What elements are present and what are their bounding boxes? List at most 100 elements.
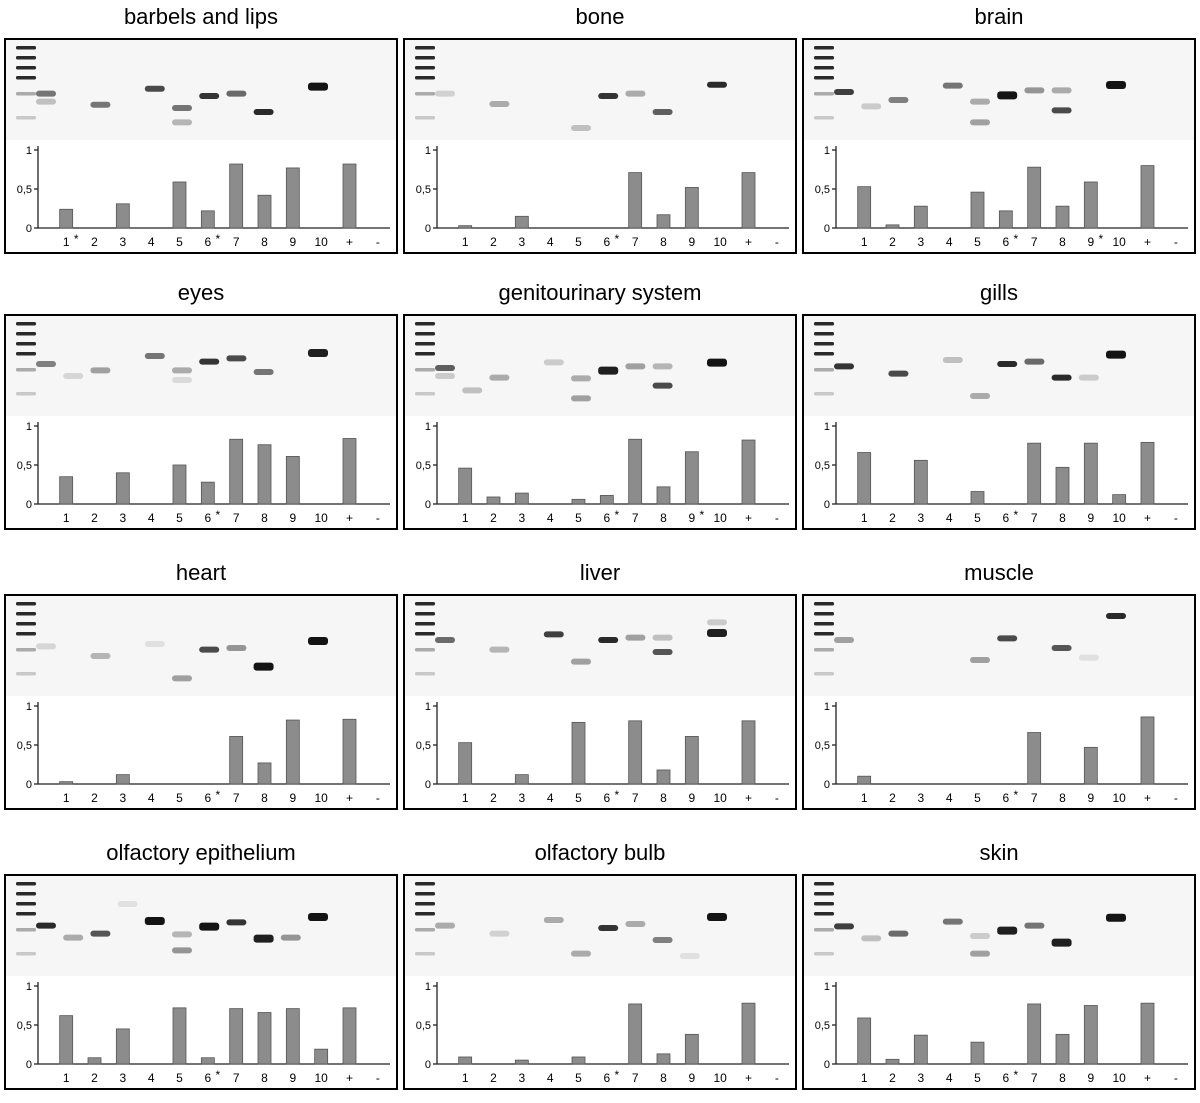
ladder-band bbox=[814, 602, 834, 606]
asterisk-marker: * bbox=[614, 1068, 619, 1082]
gel-band bbox=[1051, 645, 1072, 651]
lane-label-1: 1 bbox=[63, 1071, 70, 1085]
gel-band bbox=[308, 82, 328, 91]
bar-lane-8 bbox=[257, 1012, 272, 1065]
dna-ladder bbox=[415, 46, 435, 120]
gel-band bbox=[571, 375, 591, 382]
gel-band bbox=[707, 619, 727, 626]
lane-label-5: 5 bbox=[575, 235, 582, 249]
gel-band bbox=[308, 637, 328, 645]
bar-lane-9 bbox=[1083, 442, 1098, 505]
bar-lane-5 bbox=[970, 1041, 985, 1065]
lane-label-2: 2 bbox=[889, 235, 896, 249]
bar-lane-8 bbox=[1055, 466, 1070, 505]
lane-label-7: 7 bbox=[1031, 1071, 1038, 1085]
lane-label-2: 2 bbox=[490, 511, 497, 525]
lane-label-4: 4 bbox=[946, 511, 953, 525]
dna-ladder bbox=[16, 602, 36, 676]
panel-title: skin bbox=[979, 840, 1019, 865]
asterisk-marker: * bbox=[1013, 1068, 1018, 1082]
lane-label-8: 8 bbox=[660, 511, 667, 525]
lane-label-7: 7 bbox=[632, 511, 639, 525]
bar-lane-+ bbox=[342, 1007, 357, 1065]
panel-svg: 0 0,5 1 1 2 3 4 5 6 * 7 8 9 10 + - bbox=[405, 876, 795, 1085]
bar-lane-9 bbox=[285, 1008, 300, 1065]
panel-svg: 0 0,5 1 1 2 3 4 5 6 * 7 8 9 10 + - bbox=[804, 316, 1194, 525]
bar-lane-8 bbox=[656, 214, 671, 229]
dna-ladder bbox=[814, 322, 834, 396]
gel-image bbox=[6, 316, 396, 416]
lane-label-6: 6 bbox=[603, 791, 610, 805]
lane-label-4: 4 bbox=[148, 791, 155, 805]
ladder-band bbox=[16, 392, 36, 396]
gel-band bbox=[834, 637, 854, 643]
lane-label-4: 4 bbox=[547, 1071, 554, 1085]
bar-lane-9 bbox=[684, 736, 699, 785]
bar-lane-5 bbox=[970, 191, 985, 229]
ladder-band bbox=[16, 76, 36, 80]
lane-label-8: 8 bbox=[261, 235, 268, 249]
gel-band bbox=[1051, 374, 1072, 381]
bar-lane-1 bbox=[458, 742, 473, 785]
asterisk-marker: * bbox=[74, 232, 79, 246]
gel-band bbox=[172, 367, 192, 374]
gel-band bbox=[253, 662, 274, 671]
ladder-band bbox=[814, 56, 834, 60]
lane-label-3: 3 bbox=[518, 791, 525, 805]
bar-lane-3 bbox=[115, 1028, 130, 1065]
ladder-band bbox=[814, 392, 834, 396]
panel-title: olfactory epithelium bbox=[106, 840, 296, 865]
ladder-band bbox=[415, 928, 435, 932]
panel-title: bone bbox=[575, 4, 625, 29]
gel-band bbox=[1051, 107, 1072, 114]
y-tick-label: 0 bbox=[26, 223, 32, 235]
lane-label-5: 5 bbox=[974, 1071, 981, 1085]
lane-label-+: + bbox=[1144, 235, 1151, 249]
gel-image bbox=[405, 316, 795, 416]
panel-svg: 0 0,5 1 1 2 3 4 5 6 * 7 8 9 10 + - bbox=[804, 876, 1194, 1085]
bar-lane-7 bbox=[1027, 442, 1042, 505]
ladder-band bbox=[814, 648, 834, 652]
y-tick-label: 0,5 bbox=[416, 184, 431, 196]
y-tick-label: 0 bbox=[824, 1059, 830, 1071]
bar-lane-2 bbox=[885, 1058, 900, 1065]
bar-lane-8 bbox=[257, 194, 272, 229]
gel-band bbox=[172, 931, 192, 938]
lane-label-7: 7 bbox=[632, 1071, 639, 1085]
lane-label-6: 6 bbox=[603, 235, 610, 249]
gel-band bbox=[90, 367, 111, 374]
lane-label-9: 9 bbox=[688, 791, 695, 805]
gel-band bbox=[90, 653, 111, 659]
y-tick-label: 0 bbox=[425, 1059, 431, 1071]
y-tick-label: 1 bbox=[824, 701, 830, 713]
gel-band bbox=[543, 917, 564, 923]
lane-label-+: + bbox=[745, 511, 752, 525]
bar-lane-5 bbox=[571, 498, 586, 505]
gel-band bbox=[144, 641, 165, 647]
gel-band bbox=[625, 634, 646, 641]
gel-band bbox=[63, 934, 84, 941]
panel-title: gills bbox=[980, 280, 1018, 305]
lane-label-6: 6 bbox=[1002, 511, 1009, 525]
lane-label-10: 10 bbox=[713, 511, 727, 525]
lane-label-8: 8 bbox=[261, 511, 268, 525]
ladder-band bbox=[16, 56, 36, 60]
ladder-band bbox=[16, 902, 36, 906]
ladder-band bbox=[814, 612, 834, 616]
y-tick-label: 0 bbox=[824, 223, 830, 235]
y-tick-label: 1 bbox=[425, 421, 431, 433]
ladder-band bbox=[16, 322, 36, 326]
ladder-band bbox=[814, 672, 834, 676]
gel-band bbox=[1024, 922, 1045, 929]
y-tick-label: 1 bbox=[425, 701, 431, 713]
bar-lane-+ bbox=[1140, 716, 1155, 785]
lane-label-1: 1 bbox=[861, 511, 868, 525]
gel-band bbox=[571, 658, 591, 665]
gel-band bbox=[970, 950, 990, 957]
gel-band bbox=[226, 645, 247, 651]
gel-band bbox=[970, 98, 990, 105]
gel-band bbox=[489, 374, 510, 381]
lane-label-5: 5 bbox=[575, 791, 582, 805]
ladder-band bbox=[415, 912, 435, 916]
ladder-band bbox=[415, 952, 435, 956]
